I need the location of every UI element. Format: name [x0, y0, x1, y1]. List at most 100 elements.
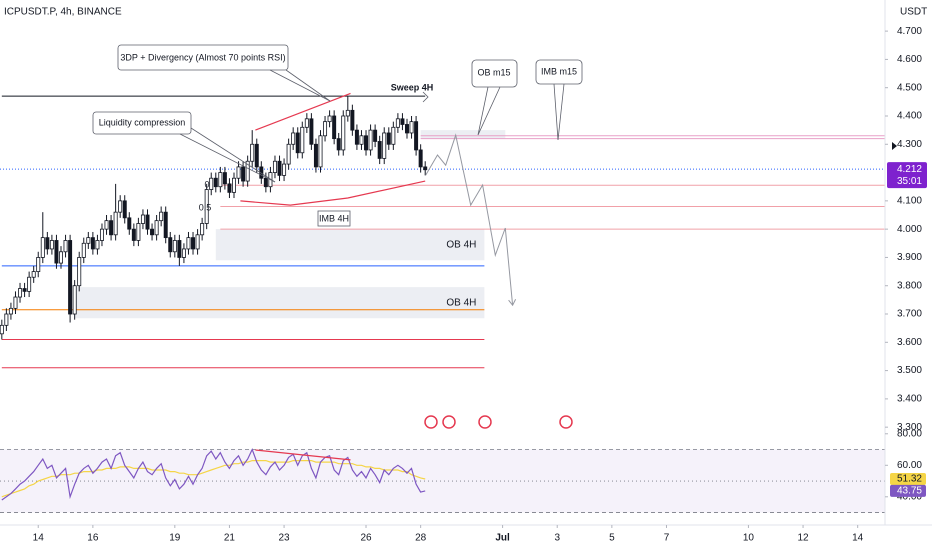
callout-pointer [553, 83, 565, 141]
candle-body [77, 257, 82, 287]
candle-body [423, 166, 428, 171]
candle-body [236, 166, 241, 179]
y-tick-label: 3.600 [897, 337, 922, 348]
rsi-tick-label: 80.00 [897, 428, 922, 439]
callout-pointer [269, 69, 331, 102]
countdown-label: 35:01 [897, 176, 922, 187]
candle-body [400, 118, 405, 125]
x-tick-label: 12 [797, 533, 809, 544]
candle-body [195, 234, 200, 250]
note-text: Liquidity compression [99, 117, 186, 127]
candle-body [382, 132, 387, 159]
fib-label: 0.5 [199, 202, 212, 212]
candle-body [327, 115, 332, 123]
candle-body [418, 149, 423, 168]
candle-body [304, 118, 309, 128]
candle-body [350, 109, 355, 131]
candle-body [241, 166, 246, 182]
x-tick-label: 28 [415, 533, 427, 544]
note-text: IMB m15 [541, 66, 577, 76]
candle-body [31, 271, 36, 278]
x-tick-label: 7 [664, 533, 670, 544]
candle-body [159, 211, 164, 222]
x-tick-label: 19 [169, 533, 181, 544]
candle-body [109, 220, 114, 236]
rsi-tick-label: 60.00 [897, 460, 922, 471]
candle-body [22, 288, 27, 292]
y-tick-label: 3.300 [897, 422, 922, 433]
event-icons [424, 415, 573, 429]
projection-arrowhead [508, 299, 517, 307]
candle-body [104, 220, 109, 230]
trendline [255, 92, 351, 131]
x-tick-label: Jul [495, 533, 510, 544]
candle-body [300, 126, 305, 154]
compression-arc [240, 180, 426, 206]
candle-body [145, 214, 150, 230]
currency: USDT [900, 7, 927, 18]
candle-body [386, 132, 391, 145]
rsi-ma-value: 51.32 [897, 474, 922, 485]
callout-box [471, 59, 518, 88]
back-layer [0, 95, 885, 513]
candle-body [68, 240, 73, 315]
y-tick-label: 4.500 [897, 82, 922, 93]
candle-body [131, 228, 136, 241]
candle-body [13, 296, 18, 309]
candle-body [373, 129, 378, 142]
candle-body [95, 240, 100, 250]
callout-box [117, 44, 289, 71]
candle-body [218, 172, 223, 188]
candle-body [354, 129, 359, 145]
candle-body [359, 135, 364, 145]
candle-body [291, 132, 296, 145]
candle-body [409, 121, 414, 134]
candle-body [318, 135, 323, 168]
candle-body [177, 240, 182, 258]
note-text: OB m15 [477, 67, 510, 77]
x-tick-label: 16 [87, 533, 99, 544]
x-tick-label: 23 [279, 533, 291, 544]
y-tick-label: 4.700 [897, 26, 922, 37]
candle-body [272, 160, 277, 173]
rsi-value: 43.75 [897, 486, 922, 497]
rsi-band-fill [0, 449, 885, 513]
x-tick-label: 14 [33, 533, 45, 544]
candle-body [213, 177, 218, 188]
candle-body [81, 242, 86, 258]
callout-divergence: 3DP + Divergency (Almost 70 points RSI) [117, 44, 331, 102]
candle-body [122, 200, 127, 219]
projection-path [425, 133, 514, 306]
callout-ob-m15: OB m15 [471, 59, 518, 136]
candle-body [227, 183, 232, 193]
candle-body [323, 121, 328, 137]
candle-body [286, 143, 291, 165]
candle-body [40, 237, 45, 258]
candle-body [181, 248, 186, 258]
chart-title: ICPUSDT.P, 4h, BINANCE [4, 7, 122, 18]
candle-body [90, 237, 95, 250]
imb-box [317, 210, 351, 227]
candle-body [99, 228, 104, 241]
y-tick-label: 3.800 [897, 280, 922, 291]
event-icon [442, 415, 456, 429]
candle-body [0, 324, 4, 335]
zone-label: OB 4H [446, 239, 476, 250]
zone [74, 287, 485, 319]
candle-body [336, 138, 341, 151]
candle-body [113, 211, 118, 236]
candle-body [364, 135, 369, 151]
callout-pointer [477, 86, 501, 136]
y-tick-label: 4.000 [897, 224, 922, 235]
candle-body [263, 177, 268, 188]
candle-body [222, 172, 227, 185]
note-text: IMB 4H [319, 213, 349, 223]
candle-body [332, 115, 337, 140]
last-price-badge [887, 162, 927, 189]
candle-body [295, 132, 300, 154]
candle-body [395, 118, 400, 128]
candle-body [414, 121, 419, 151]
rsi-ma-badge [890, 472, 926, 485]
candle-body [72, 285, 77, 315]
